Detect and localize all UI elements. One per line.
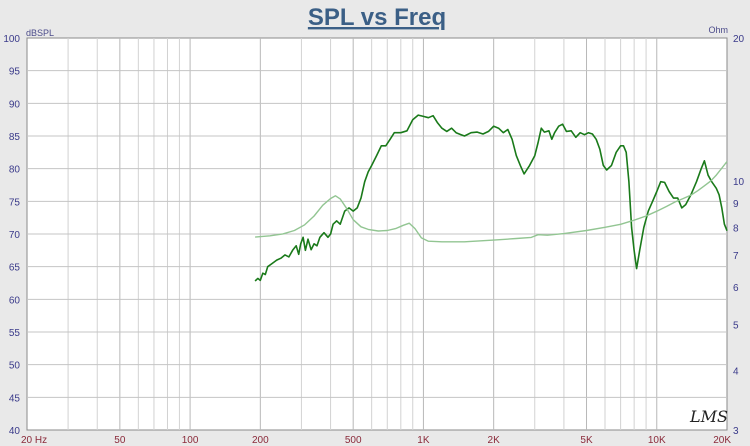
chart-title: SPL vs Freq: [308, 4, 446, 31]
left-axis-unit: dBSPL: [26, 28, 54, 38]
y-tick-label-right: 3: [733, 426, 739, 437]
x-tick-label: 10K: [648, 435, 666, 446]
y-tick-label-right: 20: [733, 34, 745, 45]
x-tick-label: 5K: [580, 435, 593, 446]
y-tick-label-left: 95: [9, 67, 21, 78]
y-tick-label-left: 55: [9, 328, 21, 339]
right-axis-ticks: 3 4 5 6 7 8 9 10 20: [733, 34, 745, 437]
impedance-series-line: [255, 161, 728, 243]
right-axis-unit: Ohm: [708, 25, 728, 35]
y-tick-label-left: 75: [9, 197, 21, 208]
x-tick-label: 200: [252, 435, 269, 446]
y-tick-label-left: 80: [9, 165, 21, 176]
x-tick-label: 100: [182, 435, 199, 446]
y-tick-label-right: 7: [733, 251, 739, 262]
y-tick-label-right: 8: [733, 223, 739, 234]
y-tick-label-right: 9: [733, 199, 739, 210]
y-tick-label-left: 85: [9, 132, 21, 143]
spl-series-line: [254, 114, 728, 282]
y-tick-label-left: 45: [9, 393, 21, 404]
y-tick-label-left: 70: [9, 230, 21, 241]
y-tick-label-right: 4: [733, 367, 739, 378]
y-tick-label-right: 6: [733, 283, 739, 294]
y-tick-label-right: 5: [733, 320, 739, 331]
y-tick-label-left: 40: [9, 426, 21, 437]
y-tick-label-left: 100: [3, 34, 20, 45]
x-tick-label: 2K: [488, 435, 501, 446]
lms-logo: LMS: [689, 407, 728, 426]
series-group: [254, 114, 728, 282]
y-tick-label-left: 65: [9, 263, 21, 274]
x-tick-label: 500: [345, 435, 362, 446]
x-tick-label: 20K: [713, 435, 731, 446]
y-tick-label-right: 10: [733, 177, 745, 188]
y-tick-label-left: 60: [9, 295, 21, 306]
y-tick-label-left: 90: [9, 99, 21, 110]
grid: [27, 38, 727, 430]
x-tick-label: 50: [114, 435, 126, 446]
x-tick-label: 1K: [417, 435, 430, 446]
x-tick-label: 20 Hz: [21, 435, 47, 446]
left-axis-ticks: 40 45 50 55 60 65 70 75 80 85 90 95 100: [3, 34, 20, 437]
y-tick-label-left: 50: [9, 361, 21, 372]
x-axis-ticks: 20 Hz 50 100 200 500 1K 2K 5K 10K 20K: [21, 435, 731, 446]
